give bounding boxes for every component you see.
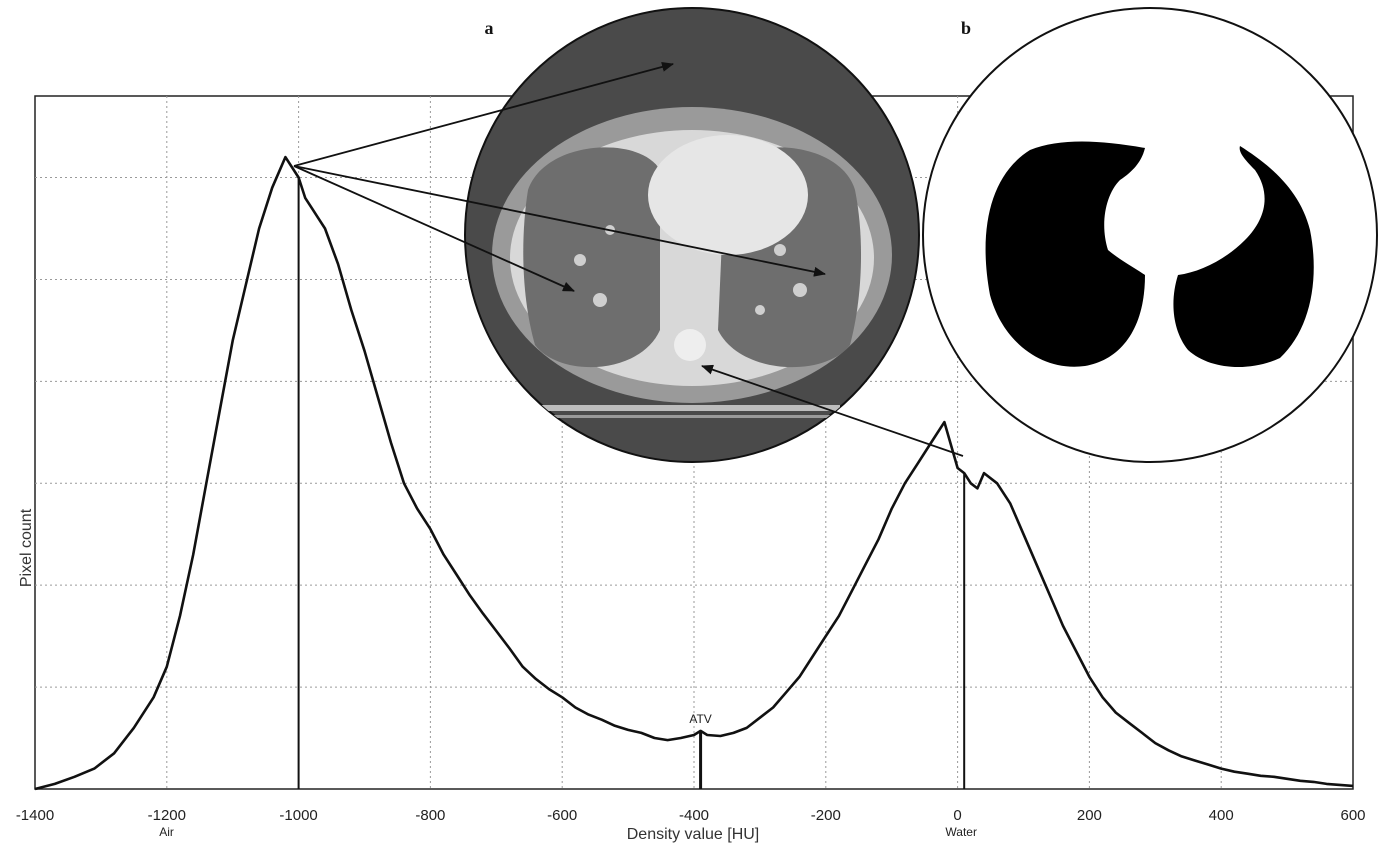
arrow-to-right-lung [293, 165, 826, 277]
x-tick-label: -1200 [148, 807, 186, 824]
ct-slice-image [464, 7, 920, 463]
x-tick-label: -400 [679, 807, 709, 824]
x-tick-label: -1400 [16, 807, 54, 824]
lung-mask-image [922, 7, 1378, 463]
arrow-to-background [293, 62, 674, 167]
marker-lines [297, 177, 966, 789]
panel-b-label: b [961, 18, 971, 38]
x-axis-title: Density value [HU] [627, 826, 760, 843]
x-tick-label: 200 [1077, 807, 1102, 824]
histogram-curve [34, 155, 1354, 791]
x-tick-label: -200 [811, 807, 841, 824]
arrow-to-tissue [701, 364, 964, 457]
arrow-to-left-lung [293, 165, 575, 292]
annotation-arrows [293, 62, 964, 457]
x-tick-label: -800 [415, 807, 445, 824]
y-axis-title: Pixel count [18, 508, 35, 587]
x-tick-label: -600 [547, 807, 577, 824]
x-tick-labels: -1400 -1200 -1000 -800 -600 -400 -200 0 200 400 60… [16, 807, 1366, 824]
x-tick-label: -1000 [279, 807, 317, 824]
panel-a-label: a [485, 18, 494, 38]
marker-label-air: Air [159, 825, 174, 839]
marker-labels: Air ATV Water [159, 712, 977, 839]
marker-label-water: Water [945, 825, 977, 839]
marker-label-atv: ATV [689, 712, 711, 726]
x-tick-label: 0 [953, 807, 961, 824]
x-tick-label: 600 [1340, 807, 1365, 824]
x-tick-label: 400 [1209, 807, 1234, 824]
